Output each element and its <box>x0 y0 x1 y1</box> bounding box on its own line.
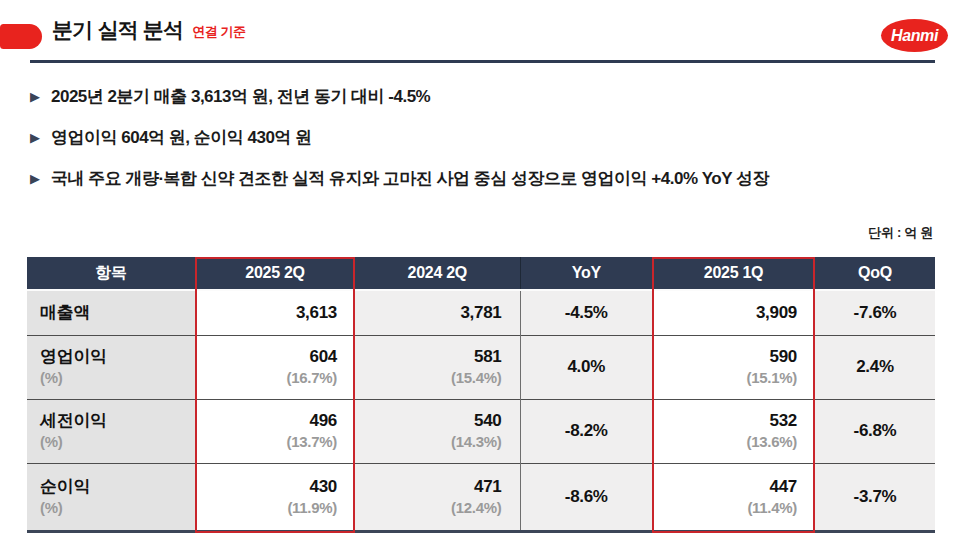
table-cell: 604 (16.7%) <box>195 335 355 399</box>
table-cell: 447 (11.4%) <box>652 463 815 531</box>
column-header-2024-2q: 2024 2Q <box>355 257 520 290</box>
table-cell: 3,781 <box>355 290 520 335</box>
page-title: 분기 실적 분석 <box>52 16 183 44</box>
table-cell: 581 (15.4%) <box>355 335 520 399</box>
bullet-item: ▶ 영업이익 604억 원, 순이익 430억 원 <box>30 126 940 149</box>
row-label: 매출액 <box>27 290 195 335</box>
table-cell: 471 (12.4%) <box>355 463 520 531</box>
table-cell: 4.0% <box>520 335 652 399</box>
table-cell: -3.7% <box>815 463 935 531</box>
bullet-item: ▶ 2025년 2분기 매출 3,613억 원, 전년 동기 대비 -4.5% <box>30 85 940 108</box>
row-label: 세전이익 (%) <box>27 399 195 463</box>
table-row-net-profit: 순이익 (%) 430 (11.9%) 471 (12.4%) -8.6% 44… <box>27 463 935 531</box>
table-header-row: 항목 2025 2Q 2024 2Q YoY 2025 1Q QoQ <box>27 257 935 290</box>
table-cell: 590 (15.1%) <box>652 335 815 399</box>
results-table: 항목 2025 2Q 2024 2Q YoY 2025 1Q QoQ 매출액 3… <box>27 257 935 533</box>
bullet-text: 영업이익 604억 원, 순이익 430억 원 <box>51 126 312 149</box>
column-header-2025-1q: 2025 1Q <box>652 257 815 290</box>
column-header-2025-2q: 2025 2Q <box>195 257 355 290</box>
table-cell: 2.4% <box>815 335 935 399</box>
table-row-operating-profit: 영업이익 (%) 604 (16.7%) 581 (15.4%) 4.0% 59… <box>27 335 935 399</box>
table-cell: 430 (11.9%) <box>195 463 355 531</box>
column-header-item: 항목 <box>27 257 195 290</box>
slide-header: 분기 실적 분석 연결 기준 Hanmi <box>0 0 960 60</box>
table-cell: -8.2% <box>520 399 652 463</box>
page-subtitle: 연결 기준 <box>192 23 245 44</box>
hanmi-logo: Hanmi <box>881 19 948 52</box>
title-accent-pill <box>0 24 42 49</box>
table-cell: -6.8% <box>815 399 935 463</box>
bullet-arrow-icon: ▶ <box>30 90 40 103</box>
table-cell: 532 (13.6%) <box>652 399 815 463</box>
bullet-text: 2025년 2분기 매출 3,613억 원, 전년 동기 대비 -4.5% <box>51 85 430 108</box>
bullet-arrow-icon: ▶ <box>30 131 40 144</box>
table-cell: -7.6% <box>815 290 935 335</box>
table-cell: 540 (14.3%) <box>355 399 520 463</box>
table-cell: 3,909 <box>652 290 815 335</box>
column-header-qoq: QoQ <box>815 257 935 290</box>
title-row: 분기 실적 분석 연결 기준 <box>52 16 245 44</box>
bullet-text: 국내 주요 개량·복합 신약 견조한 실적 유지와 고마진 사업 중심 성장으로… <box>51 167 769 190</box>
bullet-arrow-icon: ▶ <box>30 172 40 185</box>
hanmi-logo-text: Hanmi <box>891 27 938 45</box>
table-cell: 3,613 <box>195 290 355 335</box>
table-cell: -8.6% <box>520 463 652 531</box>
header-divider <box>30 60 935 63</box>
unit-label: 단위 : 억 원 <box>868 224 933 242</box>
table-cell: -4.5% <box>520 290 652 335</box>
row-label: 영업이익 (%) <box>27 335 195 399</box>
row-label: 순이익 (%) <box>27 463 195 531</box>
results-table-wrap: 항목 2025 2Q 2024 2Q YoY 2025 1Q QoQ 매출액 3… <box>27 257 935 533</box>
column-header-yoy: YoY <box>520 257 652 290</box>
bullet-list: ▶ 2025년 2분기 매출 3,613억 원, 전년 동기 대비 -4.5% … <box>30 85 940 208</box>
table-cell: 496 (13.7%) <box>195 399 355 463</box>
table-row-revenue: 매출액 3,613 3,781 -4.5% 3,909 <box>27 290 935 335</box>
bullet-item: ▶ 국내 주요 개량·복합 신약 견조한 실적 유지와 고마진 사업 중심 성장… <box>30 167 940 190</box>
table-row-pretax-profit: 세전이익 (%) 496 (13.7%) 540 (14.3%) -8.2% 5… <box>27 399 935 463</box>
